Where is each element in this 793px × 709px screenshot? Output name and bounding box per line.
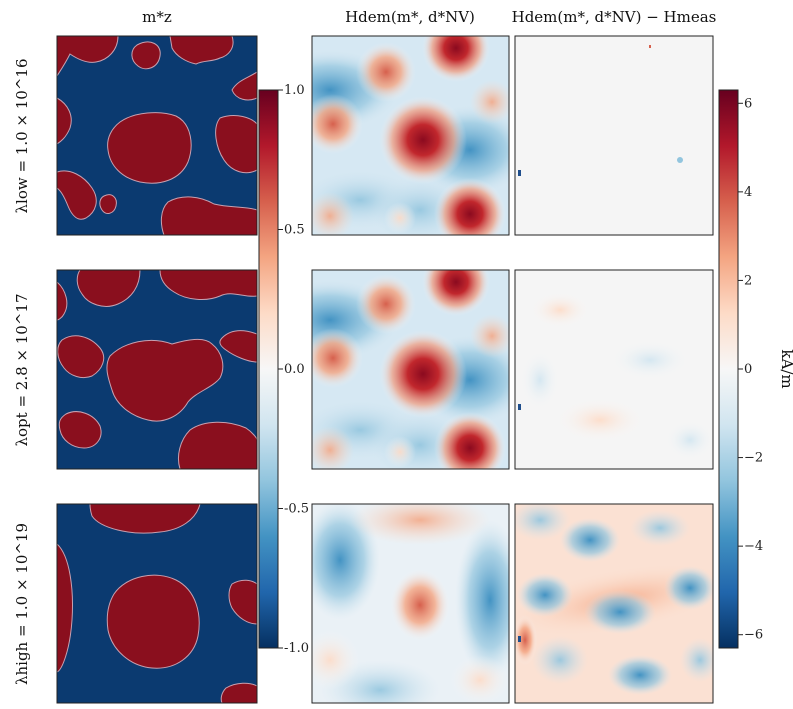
colorbar-magnetization-tick-label: -0.5 [284,502,309,517]
panel-border [56,35,258,236]
column-title-hdem: Hdem(m*, d*NV) [345,8,475,26]
panel-hdiff-opt [515,270,713,469]
colorbar-magnetization [258,89,279,649]
panel-mz-high [57,504,257,703]
panel-hdem-high [312,504,509,703]
colorbar-field-tick-label: 2 [744,273,752,288]
row-label-opt: λopt = 2.8 × 10^17 [13,294,31,447]
row-label-low: λlow = 1.0 × 10^16 [13,59,31,214]
colorbar-magnetization-tick-label: -1.0 [284,641,309,656]
panel-border [56,503,258,704]
colorbar-field-label: kA/m [778,349,793,388]
panel-hdem-low [312,36,509,235]
panel-hdiff-low [515,36,713,235]
row-label-high: λhigh = 1.0 × 10^19 [13,523,31,685]
colorbar-field-tick-label: 0 [744,362,752,377]
panel-border [56,269,258,470]
colorbar-field-tick-label: −6 [744,628,763,643]
colorbar-magnetization-tick-label: 0.0 [284,362,305,377]
colorbar-field-ticks: 6 4 2 0 −2 −4 −6 [738,96,763,643]
panel-hdem-opt [312,270,509,469]
colorbar-magnetization-tick-label: 1.0 [284,83,305,98]
panel-border [311,269,510,470]
colorbar-field-tick-label: −2 [744,451,763,466]
colorbar-field-tick-label: −4 [744,539,763,554]
panel-border [514,269,714,470]
panel-hdiff-high [515,504,713,703]
column-title-hdiff: Hdem(m*, d*NV) − Hmeas [512,8,717,26]
colorbar-field-tick-label: 4 [744,185,752,200]
panel-border [514,503,714,704]
panel-mz-opt [57,270,257,469]
panel-border [311,35,510,236]
panel-border [514,35,714,236]
column-title-mz: m*z [142,8,172,26]
panel-mz-low [57,36,257,235]
colorbar-magnetization-tick-label: 0.5 [284,223,305,238]
panel-border [311,503,510,704]
colorbar-field [718,89,739,649]
colorbar-magnetization-ticks: 1.0 0.5 0.0 -0.5 -1.0 [278,83,309,656]
colorbar-field-tick-label: 6 [744,96,752,111]
